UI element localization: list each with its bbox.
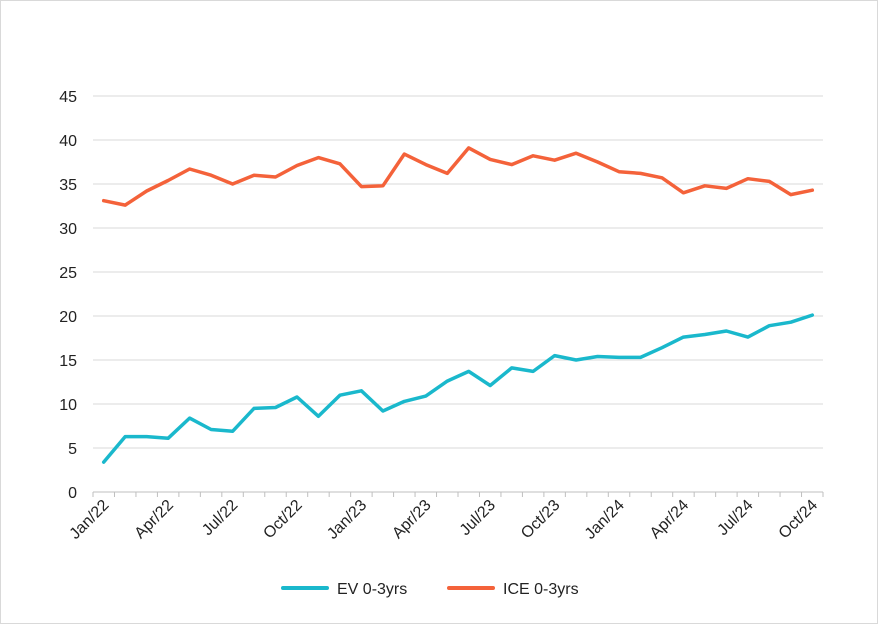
y-tick-label: 35 xyxy=(59,177,77,194)
y-tick-label: 40 xyxy=(59,133,77,150)
x-tick-label: Jan/24 xyxy=(582,497,628,543)
y-tick-label: 0 xyxy=(68,485,77,502)
series-line-ice xyxy=(101,146,815,207)
x-tick-label: Jul/22 xyxy=(199,497,241,539)
x-tick-label: Oct/23 xyxy=(518,497,563,542)
y-tick-label: 30 xyxy=(59,221,77,238)
legend: EV 0-3yrs ICE 0-3yrs xyxy=(281,581,579,598)
x-tick-label: Oct/22 xyxy=(260,497,305,542)
legend-label: ICE 0-3yrs xyxy=(503,581,579,598)
x-axis-ticks: Jan/22 Apr/22 Jul/22 Oct/22 Jan/23 Apr/23 Jul/… xyxy=(67,497,822,543)
x-tick-label: Jul/23 xyxy=(457,497,499,539)
x-tick-label: Apr/23 xyxy=(389,497,434,542)
x-tick-label: Jan/22 xyxy=(67,497,113,543)
x-tick-label: Jan/23 xyxy=(324,497,370,543)
y-tick-label: 20 xyxy=(59,309,77,326)
x-tick-label: Apr/22 xyxy=(132,497,177,542)
gridlines xyxy=(93,95,823,449)
series-lines xyxy=(101,146,815,464)
x-tick-label: Oct/24 xyxy=(776,497,821,542)
x-axis xyxy=(92,491,824,497)
y-tick-label: 15 xyxy=(59,353,77,370)
y-tick-label: 5 xyxy=(68,441,77,458)
y-tick-label: 45 xyxy=(59,89,77,106)
legend-label: EV 0-3yrs xyxy=(337,581,407,598)
y-axis-ticks: 0 5 10 15 20 25 30 35 40 45 xyxy=(59,89,77,502)
series-line-ev xyxy=(101,313,815,464)
y-tick-label: 10 xyxy=(59,397,77,414)
x-tick-label: Jul/24 xyxy=(714,497,756,539)
x-tick-label: Apr/24 xyxy=(647,497,692,542)
y-tick-label: 25 xyxy=(59,265,77,282)
